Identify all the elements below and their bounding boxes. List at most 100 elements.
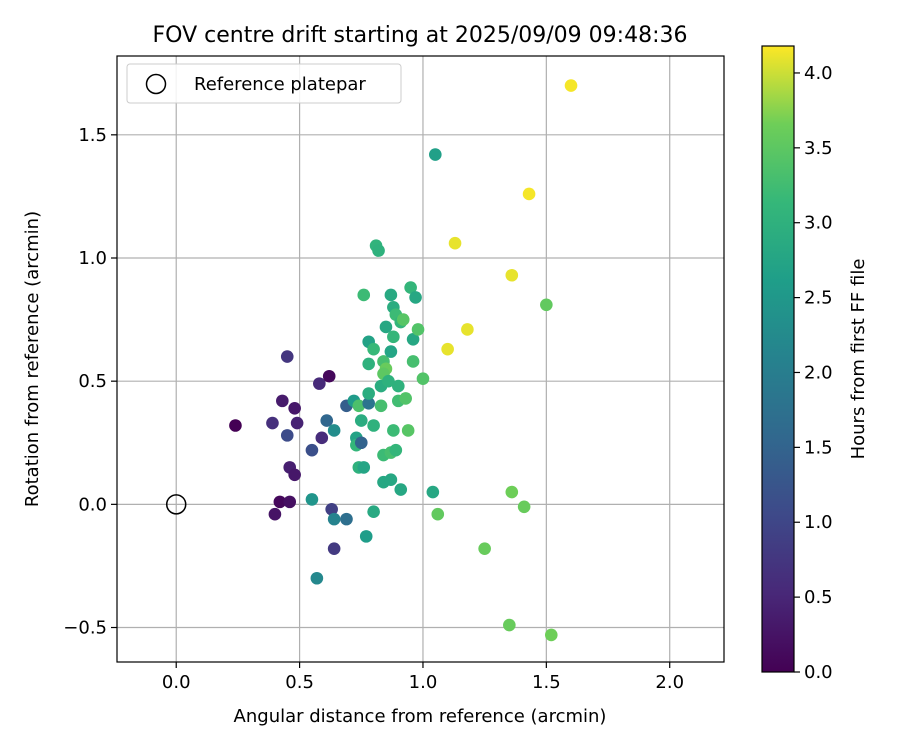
y-tick-label: 1.0 (78, 248, 107, 269)
data-point (327, 424, 341, 437)
data-point (406, 332, 420, 346)
data-point (354, 436, 368, 450)
colorbar-gradient (761, 45, 795, 673)
data-point (354, 414, 368, 427)
y-axis: −0.5 0.0 0.5 1.0 1.5 (63, 125, 117, 639)
data-point (406, 355, 420, 368)
data-point (313, 377, 326, 390)
data-point (429, 148, 442, 161)
data-point (384, 473, 398, 487)
x-tick-label: 0.5 (285, 672, 314, 693)
data-point (399, 392, 412, 405)
legend-box (126, 63, 402, 104)
data-point (367, 505, 380, 519)
data-point (280, 429, 294, 442)
colorbar-tick-label: 2.0 (804, 362, 833, 383)
legend: Reference platepar (126, 63, 402, 104)
data-point (305, 493, 319, 506)
colorbar-tick-label: 0.5 (804, 587, 833, 608)
data-point (382, 374, 395, 388)
data-point (325, 502, 338, 516)
data-point (396, 313, 410, 326)
y-tick-label: 0.5 (78, 371, 107, 392)
data-point (372, 244, 385, 257)
y-axis-label: Rotation from reference (arcmin) (22, 211, 43, 507)
data-point (384, 345, 398, 358)
data-point (327, 512, 341, 526)
data-point (320, 414, 334, 427)
data-point (315, 431, 329, 445)
data-point (522, 187, 536, 201)
data-point (288, 468, 301, 482)
y-tick-label: 1.5 (78, 125, 107, 146)
data-point (273, 495, 287, 509)
colorbar-tick-label: 3.5 (804, 138, 833, 159)
x-tick-label: 1.5 (532, 672, 561, 693)
colorbar-tick-label: 3.0 (804, 213, 833, 234)
data-point (448, 236, 462, 250)
data-point (290, 416, 304, 430)
grid (117, 56, 724, 662)
data-point (478, 542, 491, 555)
legend-marker-open-circle (145, 73, 167, 95)
data-point (391, 379, 405, 393)
chart-title: FOV centre drift starting at 2025/09/09 … (153, 23, 688, 48)
x-axis-label: Angular distance from reference (arcmin) (234, 706, 607, 727)
data-point (229, 419, 242, 432)
data-point (389, 443, 403, 457)
data-point (362, 387, 375, 400)
x-tick-label: 0.0 (162, 672, 191, 693)
data-point (426, 485, 440, 499)
data-point (374, 399, 388, 413)
scatter-points (229, 79, 578, 642)
data-point (327, 542, 341, 555)
data-point (461, 323, 474, 336)
colorbar-tick-label: 4.0 (804, 63, 833, 84)
data-point (310, 571, 324, 585)
data-point (505, 485, 519, 499)
x-tick-label: 2.0 (655, 672, 684, 693)
colorbar-tick-label: 1.5 (804, 437, 833, 458)
data-point (352, 399, 366, 413)
y-tick-label: −0.5 (63, 618, 107, 639)
data-point (305, 443, 319, 457)
data-point (384, 288, 398, 302)
data-point (564, 79, 578, 92)
data-point (409, 291, 422, 304)
data-point (441, 342, 454, 356)
data-point (517, 500, 531, 514)
data-point (540, 298, 553, 312)
plot-frame (116, 55, 725, 663)
data-point (359, 530, 373, 543)
data-point (362, 357, 375, 371)
data-point (387, 330, 400, 344)
data-point (379, 320, 393, 334)
data-point (367, 342, 380, 356)
data-point (266, 416, 279, 430)
data-point (503, 618, 516, 632)
x-tick-label: 1.0 (409, 672, 438, 693)
data-point (357, 461, 371, 474)
reference-point-group (165, 494, 187, 515)
data-point (367, 419, 380, 432)
data-point (411, 323, 425, 336)
colorbar-label: Hours from first FF file (848, 259, 869, 460)
data-point (322, 369, 336, 383)
plot-area (117, 56, 724, 662)
data-point (404, 281, 417, 294)
y-tick-label: 0.0 (78, 494, 107, 515)
colorbar-tick-label: 1.0 (804, 512, 833, 533)
data-point (283, 495, 297, 509)
data-point (416, 372, 430, 386)
data-point (431, 507, 445, 521)
data-point (276, 394, 289, 408)
x-axis: 0.0 0.5 1.0 1.5 2.0 (162, 662, 684, 693)
data-point (394, 483, 408, 496)
reference-point-marker (165, 494, 187, 515)
data-point (280, 350, 294, 363)
data-point (288, 401, 301, 415)
data-point (340, 512, 353, 526)
colorbar-tick-label: 0.0 (804, 662, 833, 683)
data-point (505, 268, 519, 282)
